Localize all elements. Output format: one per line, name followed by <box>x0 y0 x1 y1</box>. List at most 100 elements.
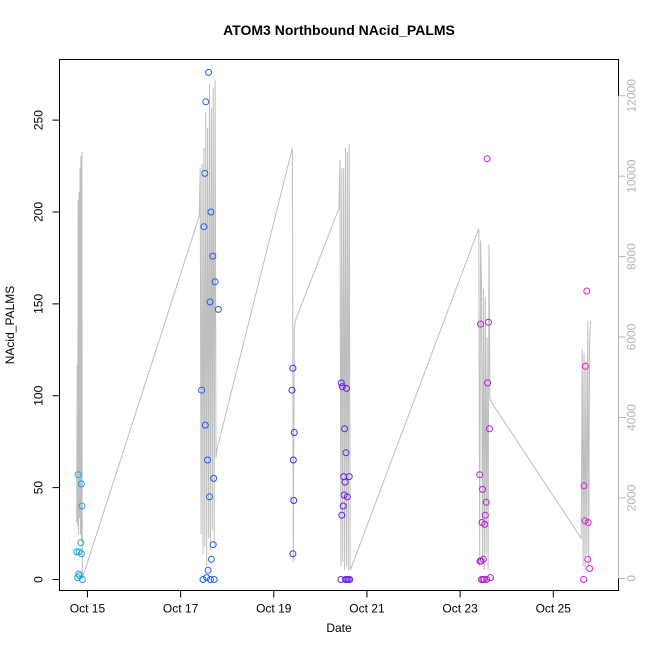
data-point-0 <box>73 548 81 556</box>
x-tick-label-0: Oct 15 <box>70 602 106 616</box>
x-tick-label-4: Oct 23 <box>442 602 478 616</box>
data-point-22 <box>206 298 214 306</box>
data-point-78 <box>583 287 591 295</box>
data-point-24 <box>207 208 215 216</box>
data-point-1 <box>74 574 82 582</box>
data-point-53 <box>345 473 353 481</box>
data-point-17 <box>203 574 211 582</box>
x-axis: Oct 15 Oct 17 Oct 19 Oct 21 Oct 23 Oct 25 <box>70 590 572 616</box>
y-tick-label-1: 50 <box>32 481 46 495</box>
data-point-37 <box>290 429 298 436</box>
data-point-69 <box>483 155 491 163</box>
x-tick-label-5: Oct 25 <box>536 602 572 616</box>
data-point-19 <box>204 566 212 574</box>
data-point-34 <box>289 550 297 558</box>
x-axis-label: Date <box>326 621 352 635</box>
y-tick-label-0: 0 <box>32 576 46 583</box>
data-point-46 <box>341 478 349 486</box>
data-point-71 <box>485 318 492 326</box>
y-tick-label-5: 250 <box>32 110 46 130</box>
data-point-18 <box>204 456 212 464</box>
data-point-31 <box>214 305 222 313</box>
data-point-2 <box>74 471 82 479</box>
data-point-55 <box>476 471 484 479</box>
data-point-41 <box>338 383 346 391</box>
data-point-74 <box>580 576 588 583</box>
data-point-49 <box>343 384 350 392</box>
x-tick-label-3: Oct 21 <box>349 602 385 616</box>
data-point-29 <box>210 576 218 583</box>
x-tick-label-2: Oct 19 <box>256 602 292 616</box>
data-point-72 <box>486 425 493 433</box>
y-axis-label: NAcid_PALMS <box>3 286 17 364</box>
data-point-70 <box>484 379 492 387</box>
data-point-13 <box>200 223 208 231</box>
data-point-9 <box>78 502 86 510</box>
data-point-64 <box>480 576 488 583</box>
data-point-40 <box>338 511 346 519</box>
data-point-54 <box>346 576 354 583</box>
data-point-32 <box>288 386 296 394</box>
data-point-8 <box>77 480 85 488</box>
data-point-15 <box>201 421 209 429</box>
data-point-73 <box>486 574 494 582</box>
data-point-61 <box>479 485 486 493</box>
y2-tick-label-6: 12000 <box>625 79 639 113</box>
data-point-16 <box>202 98 210 106</box>
data-point-44 <box>340 491 348 499</box>
line-series <box>76 79 592 579</box>
y-tick-label-3: 150 <box>32 294 46 314</box>
data-point-25 <box>207 555 215 563</box>
data-point-79 <box>584 555 592 563</box>
y2-tick-label-3: 6000 <box>625 323 639 350</box>
y-tick-label-2: 100 <box>32 385 46 405</box>
y-tick-label-4: 200 <box>32 202 46 222</box>
y2-tick-label-5: 10000 <box>625 159 639 193</box>
data-point-36 <box>290 497 298 504</box>
y2-tick-label-0: 0 <box>625 575 639 582</box>
data-point-75 <box>580 482 588 490</box>
data-point-39 <box>337 379 345 387</box>
data-point-57 <box>477 320 485 328</box>
data-point-63 <box>479 555 487 563</box>
data-point-21 <box>206 493 213 501</box>
data-point-26 <box>209 252 217 260</box>
data-point-33 <box>289 364 297 372</box>
data-point-48 <box>342 449 350 457</box>
data-point-7 <box>77 550 85 558</box>
data-point-27 <box>209 541 217 549</box>
data-point-4 <box>75 548 83 556</box>
chart-title: ATOM3 Northbound NAcid_PALMS <box>223 22 455 38</box>
data-point-65 <box>481 520 489 528</box>
data-point-68 <box>483 576 491 583</box>
y2-tick-label-2: 4000 <box>625 404 639 431</box>
data-point-81 <box>586 565 594 572</box>
x-tick-label-1: Oct 17 <box>163 602 199 616</box>
y-axis: 0 50 100 150 200 250 <box>32 110 60 583</box>
data-point-6 <box>77 539 85 547</box>
data-point-23 <box>206 576 214 583</box>
data-point-77 <box>581 362 589 370</box>
data-point-12 <box>199 576 207 583</box>
y2-tick-label-4: 8000 <box>625 243 639 270</box>
data-point-51 <box>343 493 351 501</box>
data-point-35 <box>289 456 297 464</box>
line-series-layer <box>76 79 592 579</box>
y2-axis: 0 2000 4000 6000 8000 10000 12000 <box>618 79 639 582</box>
data-point-42 <box>339 502 347 510</box>
data-point-30 <box>211 278 219 286</box>
data-point-10 <box>78 576 86 583</box>
data-point-14 <box>201 169 209 177</box>
points-layer <box>73 68 594 583</box>
data-point-66 <box>481 511 489 519</box>
data-point-45 <box>341 425 349 433</box>
data-point-11 <box>198 386 206 394</box>
y2-tick-label-1: 2000 <box>625 484 639 511</box>
data-point-20 <box>205 68 213 76</box>
data-point-58 <box>477 557 485 565</box>
data-point-80 <box>584 519 592 526</box>
data-point-67 <box>482 498 490 506</box>
data-point-28 <box>210 474 218 482</box>
